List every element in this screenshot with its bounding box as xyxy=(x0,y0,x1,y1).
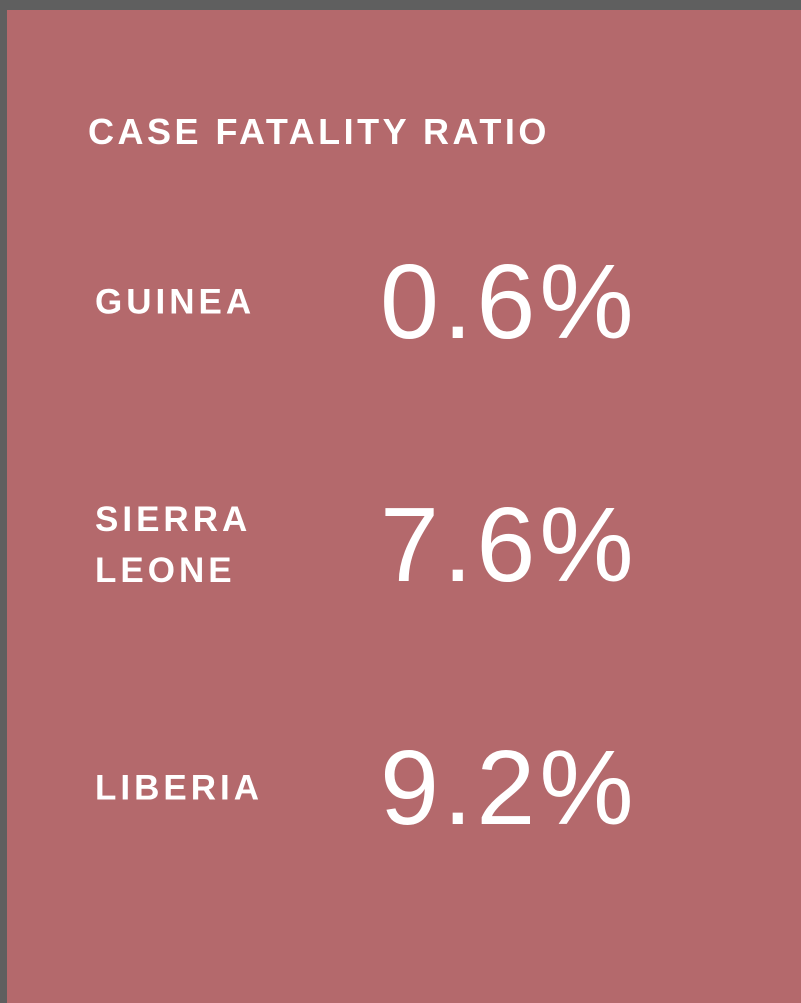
country-label: LIBERIA xyxy=(95,768,263,808)
title: CASE FATALITY RATIO xyxy=(88,111,550,152)
card: CASE FATALITY RATIO GUINEA 0.6% SIERRA LEO… xyxy=(7,10,801,1003)
country-label: SIERRA LEONE xyxy=(95,500,250,590)
ratio-value: 7.6% xyxy=(380,486,638,604)
ratio-value: 0.6% xyxy=(380,243,638,361)
ratio-value: 9.2% xyxy=(380,729,638,847)
country-label: GUINEA xyxy=(95,282,256,322)
